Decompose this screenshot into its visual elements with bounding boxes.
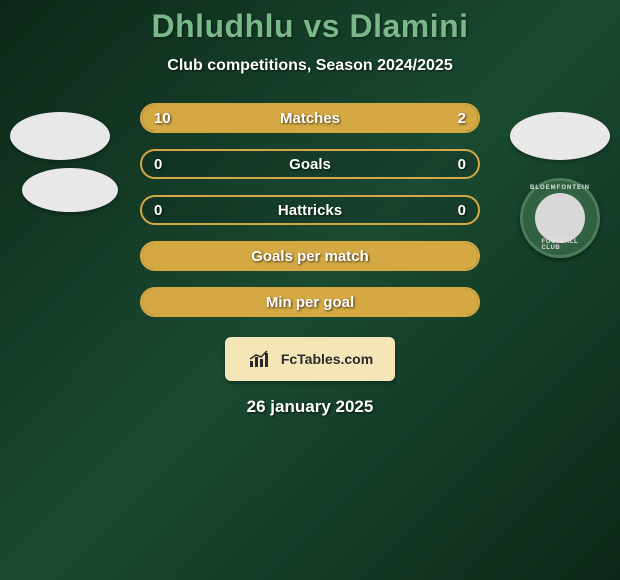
stat-row-matches: 10 Matches 2 [0,103,620,133]
stat-row-goals: 0 Goals 0 [0,149,620,179]
stats-area: 10 Matches 2 0 Goals 0 0 Hattricks 0 Goa… [0,103,620,333]
stat-bar: 0 Hattricks 0 [140,195,480,225]
stat-bar: 10 Matches 2 [140,103,480,133]
stat-value-left: 10 [154,110,171,127]
stat-label: Hattricks [278,202,342,219]
bar-fill-right [404,105,478,131]
brand-text: FcTables.com [281,351,373,367]
stat-row-goals-per-match: Goals per match [0,241,620,271]
stat-row-min-per-goal: Min per goal [0,287,620,317]
stat-value-right: 2 [458,110,466,127]
stat-bar: Goals per match [140,241,480,271]
stat-value-left: 0 [154,156,162,173]
stat-row-hattricks: 0 Hattricks 0 [0,195,620,225]
stat-bar: 0 Goals 0 [140,149,480,179]
date-label: 26 january 2025 [247,397,374,417]
stat-label: Min per goal [266,294,354,311]
stat-label: Matches [280,110,340,127]
stat-label: Goals [289,156,331,173]
stat-bar: Min per goal [140,287,480,317]
bar-fill-left [142,105,404,131]
stat-label: Goals per match [251,248,369,265]
stat-value-right: 0 [458,202,466,219]
chart-icon [247,349,275,369]
page-subtitle: Club competitions, Season 2024/2025 [167,57,452,75]
brand-link[interactable]: FcTables.com [225,337,395,381]
stat-value-left: 0 [154,202,162,219]
main-content: Dhludhlu vs Dlamini Club competitions, S… [0,0,620,417]
stat-value-right: 0 [458,156,466,173]
page-title: Dhludhlu vs Dlamini [151,8,468,45]
